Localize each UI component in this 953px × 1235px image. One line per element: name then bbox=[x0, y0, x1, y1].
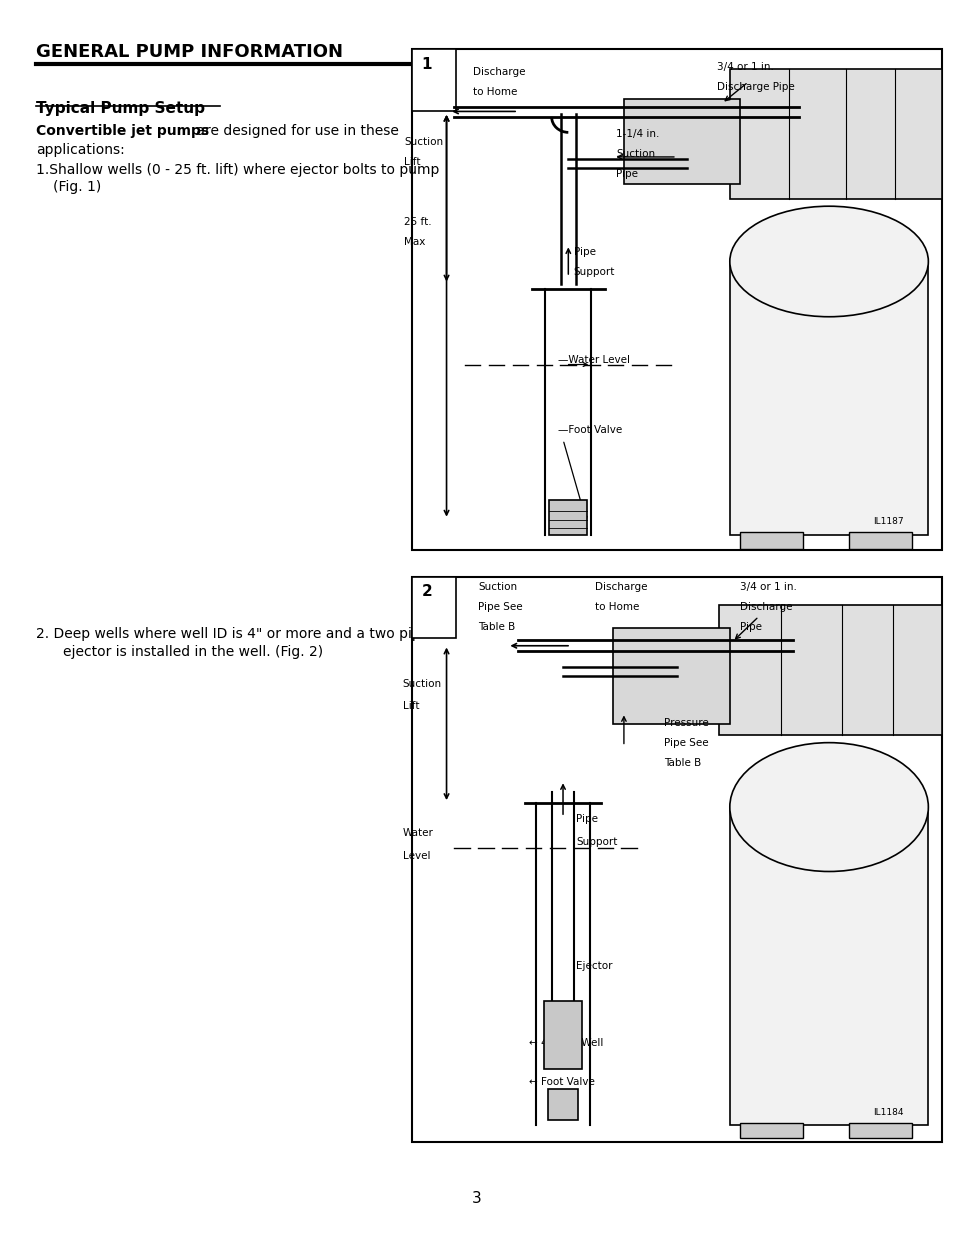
Text: Pressure: Pressure bbox=[663, 718, 708, 729]
Text: 25 ft.: 25 ft. bbox=[404, 217, 432, 227]
Text: 3: 3 bbox=[472, 1191, 481, 1205]
Text: (Fig. 1): (Fig. 1) bbox=[53, 180, 102, 194]
Text: IL1187: IL1187 bbox=[872, 517, 902, 526]
Text: Pipe: Pipe bbox=[740, 622, 761, 632]
Text: Discharge Pipe: Discharge Pipe bbox=[716, 82, 794, 91]
Text: Support: Support bbox=[573, 267, 615, 277]
Text: Ejector: Ejector bbox=[576, 961, 612, 972]
Bar bbox=[412, 577, 941, 1142]
Bar bbox=[729, 262, 927, 535]
Bar bbox=[848, 1123, 911, 1137]
Text: 2. Deep wells where well ID is 4" or more and a two pipe: 2. Deep wells where well ID is 4" or mor… bbox=[36, 627, 429, 641]
Text: Max: Max bbox=[404, 237, 425, 247]
Ellipse shape bbox=[729, 742, 927, 872]
Text: Level: Level bbox=[402, 851, 430, 861]
Text: Table B: Table B bbox=[477, 622, 515, 632]
Text: Suction: Suction bbox=[402, 678, 441, 689]
Text: GENERAL PUMP INFORMATION: GENERAL PUMP INFORMATION bbox=[36, 43, 343, 62]
Text: 3/4 or 1 in.: 3/4 or 1 in. bbox=[740, 583, 797, 593]
Text: are designed for use in these: are designed for use in these bbox=[192, 124, 398, 137]
Text: to Home: to Home bbox=[594, 603, 639, 613]
Bar bbox=[623, 100, 740, 184]
Ellipse shape bbox=[729, 206, 927, 316]
Bar bbox=[549, 500, 587, 535]
Bar bbox=[412, 577, 456, 638]
Text: —Foot Valve: —Foot Valve bbox=[558, 425, 621, 435]
Text: Support: Support bbox=[576, 837, 617, 847]
Bar bbox=[613, 627, 729, 724]
Text: Discharge: Discharge bbox=[740, 603, 792, 613]
Bar bbox=[739, 532, 802, 550]
Text: Pipe See: Pipe See bbox=[477, 603, 522, 613]
Text: Pipe: Pipe bbox=[616, 169, 638, 179]
Text: Convertible jet pumps: Convertible jet pumps bbox=[36, 124, 209, 137]
Text: 1-1/4 in.: 1-1/4 in. bbox=[616, 130, 659, 140]
Text: ← 4 in. ID Well: ← 4 in. ID Well bbox=[528, 1037, 602, 1047]
Text: Lift: Lift bbox=[404, 157, 420, 167]
Bar bbox=[719, 605, 941, 735]
Text: 2: 2 bbox=[421, 584, 432, 599]
Text: —Water Level: —Water Level bbox=[558, 354, 629, 364]
Bar bbox=[729, 806, 927, 1125]
Text: Discharge: Discharge bbox=[594, 583, 647, 593]
Text: applications:: applications: bbox=[36, 143, 125, 157]
Text: 3/4 or 1 in.: 3/4 or 1 in. bbox=[716, 62, 773, 72]
Text: Typical Pump Setup: Typical Pump Setup bbox=[36, 101, 205, 116]
Text: ejector is installed in the well. (Fig. 2): ejector is installed in the well. (Fig. … bbox=[63, 645, 323, 658]
Text: 1.Shallow wells (0 - 25 ft. lift) where ejector bolts to pump: 1.Shallow wells (0 - 25 ft. lift) where … bbox=[36, 163, 439, 177]
Text: 1: 1 bbox=[421, 57, 432, 72]
Bar bbox=[412, 49, 941, 550]
Text: Pipe See: Pipe See bbox=[663, 739, 707, 748]
Text: IL1184: IL1184 bbox=[872, 1109, 902, 1118]
Text: Suction: Suction bbox=[404, 137, 443, 147]
Bar bbox=[848, 532, 911, 550]
Text: Suction: Suction bbox=[477, 583, 517, 593]
Text: ← Foot Valve: ← Foot Valve bbox=[528, 1077, 594, 1087]
Text: Pipe: Pipe bbox=[573, 247, 595, 257]
Text: Lift: Lift bbox=[402, 701, 418, 711]
Text: Suction: Suction bbox=[616, 149, 655, 159]
Text: Water: Water bbox=[402, 829, 433, 839]
Text: Pipe: Pipe bbox=[576, 814, 598, 824]
Bar bbox=[739, 1123, 802, 1137]
Text: Discharge: Discharge bbox=[473, 67, 525, 77]
Text: Table B: Table B bbox=[663, 758, 700, 768]
Bar bbox=[729, 69, 941, 199]
Bar bbox=[412, 49, 456, 111]
Text: to Home: to Home bbox=[473, 86, 517, 96]
Bar bbox=[547, 1089, 578, 1120]
Bar bbox=[543, 1000, 581, 1068]
